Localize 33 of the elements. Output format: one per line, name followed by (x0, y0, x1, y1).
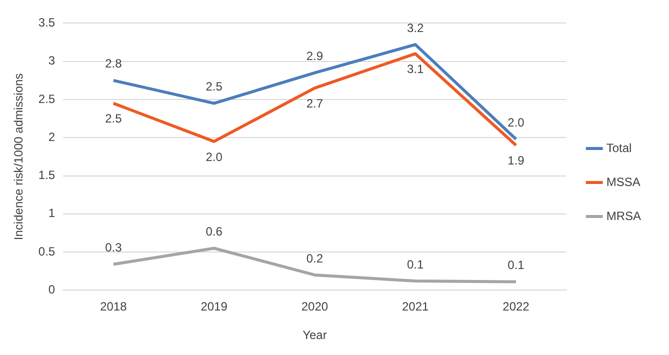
data-label: 3.2 (407, 20, 424, 35)
legend-label: Total (606, 140, 632, 155)
data-label: 0.2 (306, 251, 324, 266)
x-tick-label: 2020 (301, 300, 328, 314)
data-label: 2.8 (105, 56, 122, 71)
x-tick-label: 2022 (502, 300, 530, 314)
x-tick-label: 2021 (402, 300, 430, 314)
y-tick-label: 1.5 (38, 168, 56, 182)
x-axis-title: Year (302, 328, 327, 342)
y-axis-title: Incidence risk/1000 admissions (12, 73, 26, 240)
y-tick-label: 0 (48, 282, 56, 297)
data-label: 0.6 (206, 224, 223, 239)
y-tick-label: 1 (48, 206, 56, 220)
data-label: 0.3 (105, 240, 122, 255)
legend-label: MRSA (606, 208, 641, 223)
x-tick-label: 2019 (200, 300, 228, 314)
data-label: 2.7 (306, 96, 324, 110)
data-label: 0.1 (508, 258, 525, 272)
y-tick-label: 2 (48, 130, 56, 144)
data-label: 2.5 (105, 112, 122, 126)
data-label: 1.9 (508, 154, 525, 168)
y-tick-label: 3 (48, 54, 56, 68)
data-label: 2.9 (306, 49, 324, 64)
data-label: 2.0 (508, 115, 525, 130)
legend-label: MSSA (606, 174, 640, 189)
y-tick-label: 2.5 (38, 92, 56, 106)
y-tick-label: 0.5 (38, 244, 56, 258)
data-label: 3.1 (407, 62, 424, 76)
y-tick-label: 3.5 (38, 16, 56, 30)
x-tick-label: 2018 (100, 300, 128, 314)
data-label: 0.1 (407, 257, 424, 272)
data-label: 2.5 (206, 80, 223, 94)
data-label: 2.0 (206, 150, 223, 164)
